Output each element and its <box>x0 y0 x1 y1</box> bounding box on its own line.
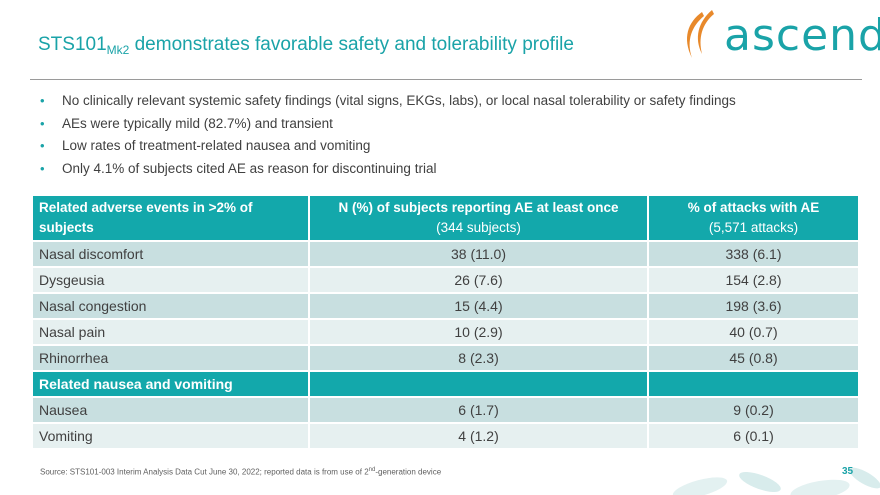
cell-subjects: 8 (2.3) <box>310 346 649 370</box>
table-header-row: Related adverse events in >2% of subject… <box>33 196 858 240</box>
cell-attacks: 198 (3.6) <box>649 294 858 318</box>
cell-event: Vomiting <box>33 424 310 448</box>
table-row: Nasal congestion 15 (4.4) 198 (3.6) <box>33 294 858 318</box>
cell-attacks: 338 (6.1) <box>649 242 858 266</box>
cell-event: Nasal discomfort <box>33 242 310 266</box>
source-sup: nd <box>368 467 376 473</box>
ascend-logo-text: ascend <box>724 10 880 61</box>
bullet-dot-icon: • <box>40 160 45 176</box>
cell-attacks: 40 (0.7) <box>649 320 858 344</box>
title-divider <box>30 79 862 80</box>
header-subjects-main: N (%) of subjects reporting AE at least … <box>338 200 619 215</box>
title-rest: demonstrates favorable safety and tolera… <box>129 34 574 55</box>
bullet-text: Only 4.1% of subjects cited AE as reason… <box>62 160 437 176</box>
bullet-dot-icon: • <box>40 115 45 131</box>
cell-attacks: 45 (0.8) <box>649 346 858 370</box>
bullet-dot-icon: • <box>40 93 45 108</box>
cell-subjects: 15 (4.4) <box>310 294 649 318</box>
cell-event: Dysgeusia <box>33 268 310 292</box>
cell-event: Nasal pain <box>33 320 310 344</box>
page-number: 35 <box>842 466 854 477</box>
cell-event: Nausea <box>33 398 310 422</box>
cell-subjects: 6 (1.7) <box>310 398 649 422</box>
section-empty-cell <box>310 372 649 396</box>
table-row: Vomiting 4 (1.2) 6 (0.1) <box>33 424 858 448</box>
header-subjects: N (%) of subjects reporting AE at least … <box>310 196 649 240</box>
header-subjects-sub: (344 subjects) <box>436 220 521 235</box>
bullet-text: No clinically relevant systemic safety f… <box>62 93 736 108</box>
header-attacks-sub: (5,571 attacks) <box>708 220 799 235</box>
adverse-events-table: Related adverse events in >2% of subject… <box>33 194 858 450</box>
header-attacks: % of attacks with AE (5,571 attacks) <box>649 196 858 240</box>
cell-attacks: 6 (0.1) <box>649 424 858 448</box>
table-row: Nasal pain 10 (2.9) 40 (0.7) <box>33 320 858 344</box>
cell-attacks: 154 (2.8) <box>649 268 858 292</box>
bullet-item: • Only 4.1% of subjects cited AE as reaso… <box>40 158 736 181</box>
table-row: Nasal discomfort 38 (11.0) 338 (6.1) <box>33 242 858 266</box>
section-empty-cell <box>649 372 858 396</box>
bullet-list: • No clinically relevant systemic safety … <box>40 90 736 180</box>
source-text: Source: STS101-003 Interim Analysis Data… <box>40 467 365 477</box>
title-subscript: Mk2 <box>106 43 130 57</box>
cell-subjects: 38 (11.0) <box>310 242 649 266</box>
cell-event: Rhinorrhea <box>33 346 310 370</box>
cell-subjects: 26 (7.6) <box>310 268 649 292</box>
cell-attacks: 9 (0.2) <box>649 398 858 422</box>
bullet-text: Low rates of treatment-related nausea an… <box>62 138 371 153</box>
source-ordinal: 2 <box>364 467 369 477</box>
bullet-item: • AEs were typically mild (82.7%) and tra… <box>40 113 736 136</box>
source-footnote: Source: STS101-003 Interim Analysis Data… <box>40 467 441 477</box>
bullet-dot-icon: • <box>40 138 45 153</box>
bullet-text: AEs were typically mild (82.7%) and tran… <box>62 115 333 131</box>
cell-subjects: 10 (2.9) <box>310 320 649 344</box>
table-row: Rhinorrhea 8 (2.3) 45 (0.8) <box>33 346 858 370</box>
bullet-item: • Low rates of treatment-related nausea a… <box>40 135 736 158</box>
cell-event: Nasal congestion <box>33 294 310 318</box>
cell-subjects: 4 (1.2) <box>310 424 649 448</box>
header-attacks-main: % of attacks with AE <box>687 200 820 215</box>
source-tail: -generation device <box>375 467 442 477</box>
title-main: STS101 <box>38 34 107 55</box>
header-event: Related adverse events in >2% of subject… <box>33 196 310 240</box>
section-label: Related nausea and vomiting <box>33 372 310 396</box>
bullet-item: • No clinically relevant systemic safety … <box>40 90 736 113</box>
table-section-row: Related nausea and vomiting <box>33 372 858 396</box>
ascend-logo-mark <box>687 10 714 58</box>
table-row: Dysgeusia 26 (7.6) 154 (2.8) <box>33 268 858 292</box>
table-row: Nausea 6 (1.7) 9 (0.2) <box>33 398 858 422</box>
leaf-decoration-icon <box>672 467 880 495</box>
slide-title: STS101Mk2 demonstrates favorable safety … <box>38 34 574 57</box>
